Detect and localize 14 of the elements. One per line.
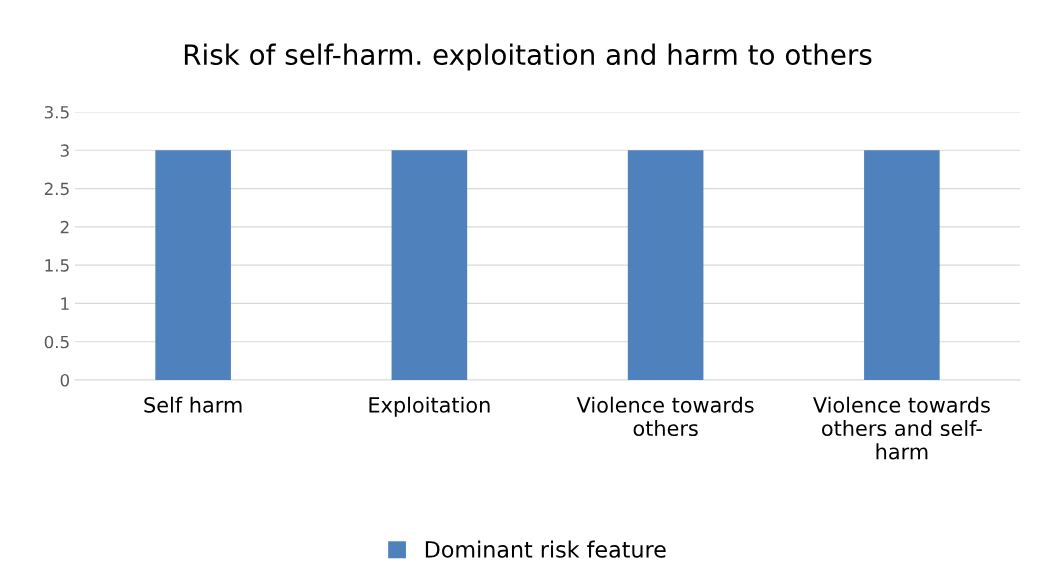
y-tick-label: 1 <box>61 297 69 310</box>
y-tick-label: 0.5 <box>44 335 69 349</box>
chart-title: Risk of self-harm. exploitation and harm to others <box>184 43 872 71</box>
y-tick-label: 2.5 <box>44 182 69 196</box>
x-tick-label: Exploitation <box>369 396 490 417</box>
x-tick-label: Self harm <box>144 396 242 413</box>
x-tick-label: Violence towards others <box>576 396 754 437</box>
y-tick-label: 3.5 <box>44 105 69 119</box>
y-tick-label: 3 <box>60 144 69 157</box>
x-tick-label: Violence towards others and self- harm <box>813 396 990 460</box>
y-tick-label: 2 <box>60 220 69 234</box>
legend-label: Dominant risk feature <box>425 540 666 558</box>
y-tick-label: 0 <box>60 373 70 387</box>
y-tick-label: 1.5 <box>45 259 69 272</box>
